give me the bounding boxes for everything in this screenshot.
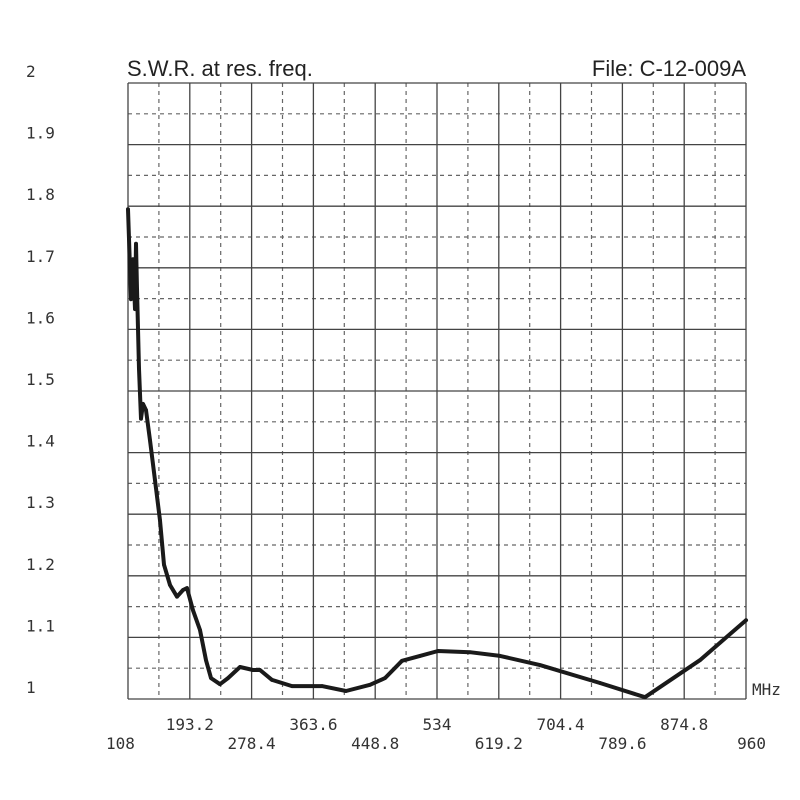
- swr-point: [133, 307, 137, 311]
- x-tick-label: 534: [423, 715, 452, 734]
- y-tick-label: 1.4: [26, 432, 55, 451]
- swr-point: [168, 583, 172, 587]
- swr-point: [134, 241, 138, 246]
- swr-point: [181, 588, 185, 592]
- swr-point: [127, 237, 131, 241]
- file-label: File: C-12-009A: [592, 56, 746, 81]
- chart-title: S.W.R. at res. freq.: [127, 56, 313, 81]
- swr-point: [131, 257, 135, 261]
- grid: [127, 82, 747, 700]
- swr-point: [137, 367, 141, 371]
- swr-point: [383, 676, 387, 680]
- swr-point: [436, 649, 440, 653]
- x-tick-label: 193.2: [166, 715, 214, 734]
- swr-point: [498, 654, 502, 658]
- swr-point: [468, 650, 472, 654]
- y-tick-label: 1.5: [26, 370, 55, 389]
- swr-point: [198, 628, 202, 632]
- swr-point: [418, 654, 422, 658]
- x-tick-label: 789.6: [598, 734, 646, 753]
- swr-point: [218, 682, 222, 687]
- swr-point: [320, 684, 324, 688]
- swr-point: [209, 676, 213, 680]
- swr-point: [144, 408, 148, 412]
- x-tick-label: 363.6: [289, 715, 337, 734]
- swr-point: [191, 608, 195, 613]
- x-axis-label: MHz: [752, 680, 781, 699]
- swr-point: [129, 297, 133, 302]
- swr-point: [643, 695, 647, 699]
- swr-line: [126, 207, 748, 700]
- y-tick-label: 1.3: [26, 493, 55, 512]
- swr-point: [238, 665, 242, 669]
- swr-point: [251, 668, 255, 672]
- series-layer: [126, 207, 748, 700]
- swr-point: [368, 683, 372, 687]
- swr-point: [158, 518, 162, 523]
- swr-point: [744, 618, 748, 622]
- x-tick-labels: 108 193.2 278.4 363.6 448.8 534 619.2 704.4 789.…: [106, 715, 766, 753]
- y-tick-label: 1.9: [26, 124, 55, 143]
- swr-point: [153, 478, 157, 483]
- x-tick-label: 278.4: [228, 734, 276, 753]
- swr-point: [344, 689, 348, 693]
- swr-point: [290, 684, 294, 688]
- swr-point: [185, 586, 189, 590]
- x-tick-label: 960: [737, 734, 766, 753]
- swr-point: [598, 681, 602, 685]
- y-tick-labels: 1 1.1 1.2 1.3 1.4 1.5 1.6 1.7 1.8 1.9 2: [26, 62, 55, 697]
- x-tick-label: 448.8: [351, 734, 399, 753]
- swr-point: [126, 207, 130, 212]
- swr-point: [175, 594, 179, 599]
- y-tick-label: 1.2: [26, 555, 55, 574]
- swr-point: [258, 668, 262, 672]
- swr-point: [139, 416, 143, 421]
- swr-point: [698, 658, 702, 662]
- y-tick-label: 1.8: [26, 185, 55, 204]
- swr-point: [538, 663, 542, 667]
- y-tick-label: 1: [26, 678, 36, 697]
- swr-point: [226, 676, 230, 680]
- swr-point: [135, 286, 139, 291]
- swr-point: [270, 678, 274, 682]
- y-tick-label: 1.6: [26, 308, 55, 327]
- x-tick-label: 108: [106, 734, 135, 753]
- swr-point: [204, 658, 208, 662]
- swr-point: [141, 402, 145, 406]
- swr-point: [400, 659, 404, 663]
- x-tick-label: 619.2: [475, 734, 523, 753]
- y-tick-label: 1.7: [26, 247, 55, 266]
- swr-point: [148, 438, 152, 443]
- x-tick-label: 704.4: [537, 715, 585, 734]
- y-tick-label: 2: [26, 62, 36, 81]
- y-tick-label: 1.1: [26, 616, 55, 635]
- swr-point: [162, 562, 166, 567]
- x-tick-label: 874.8: [660, 715, 708, 734]
